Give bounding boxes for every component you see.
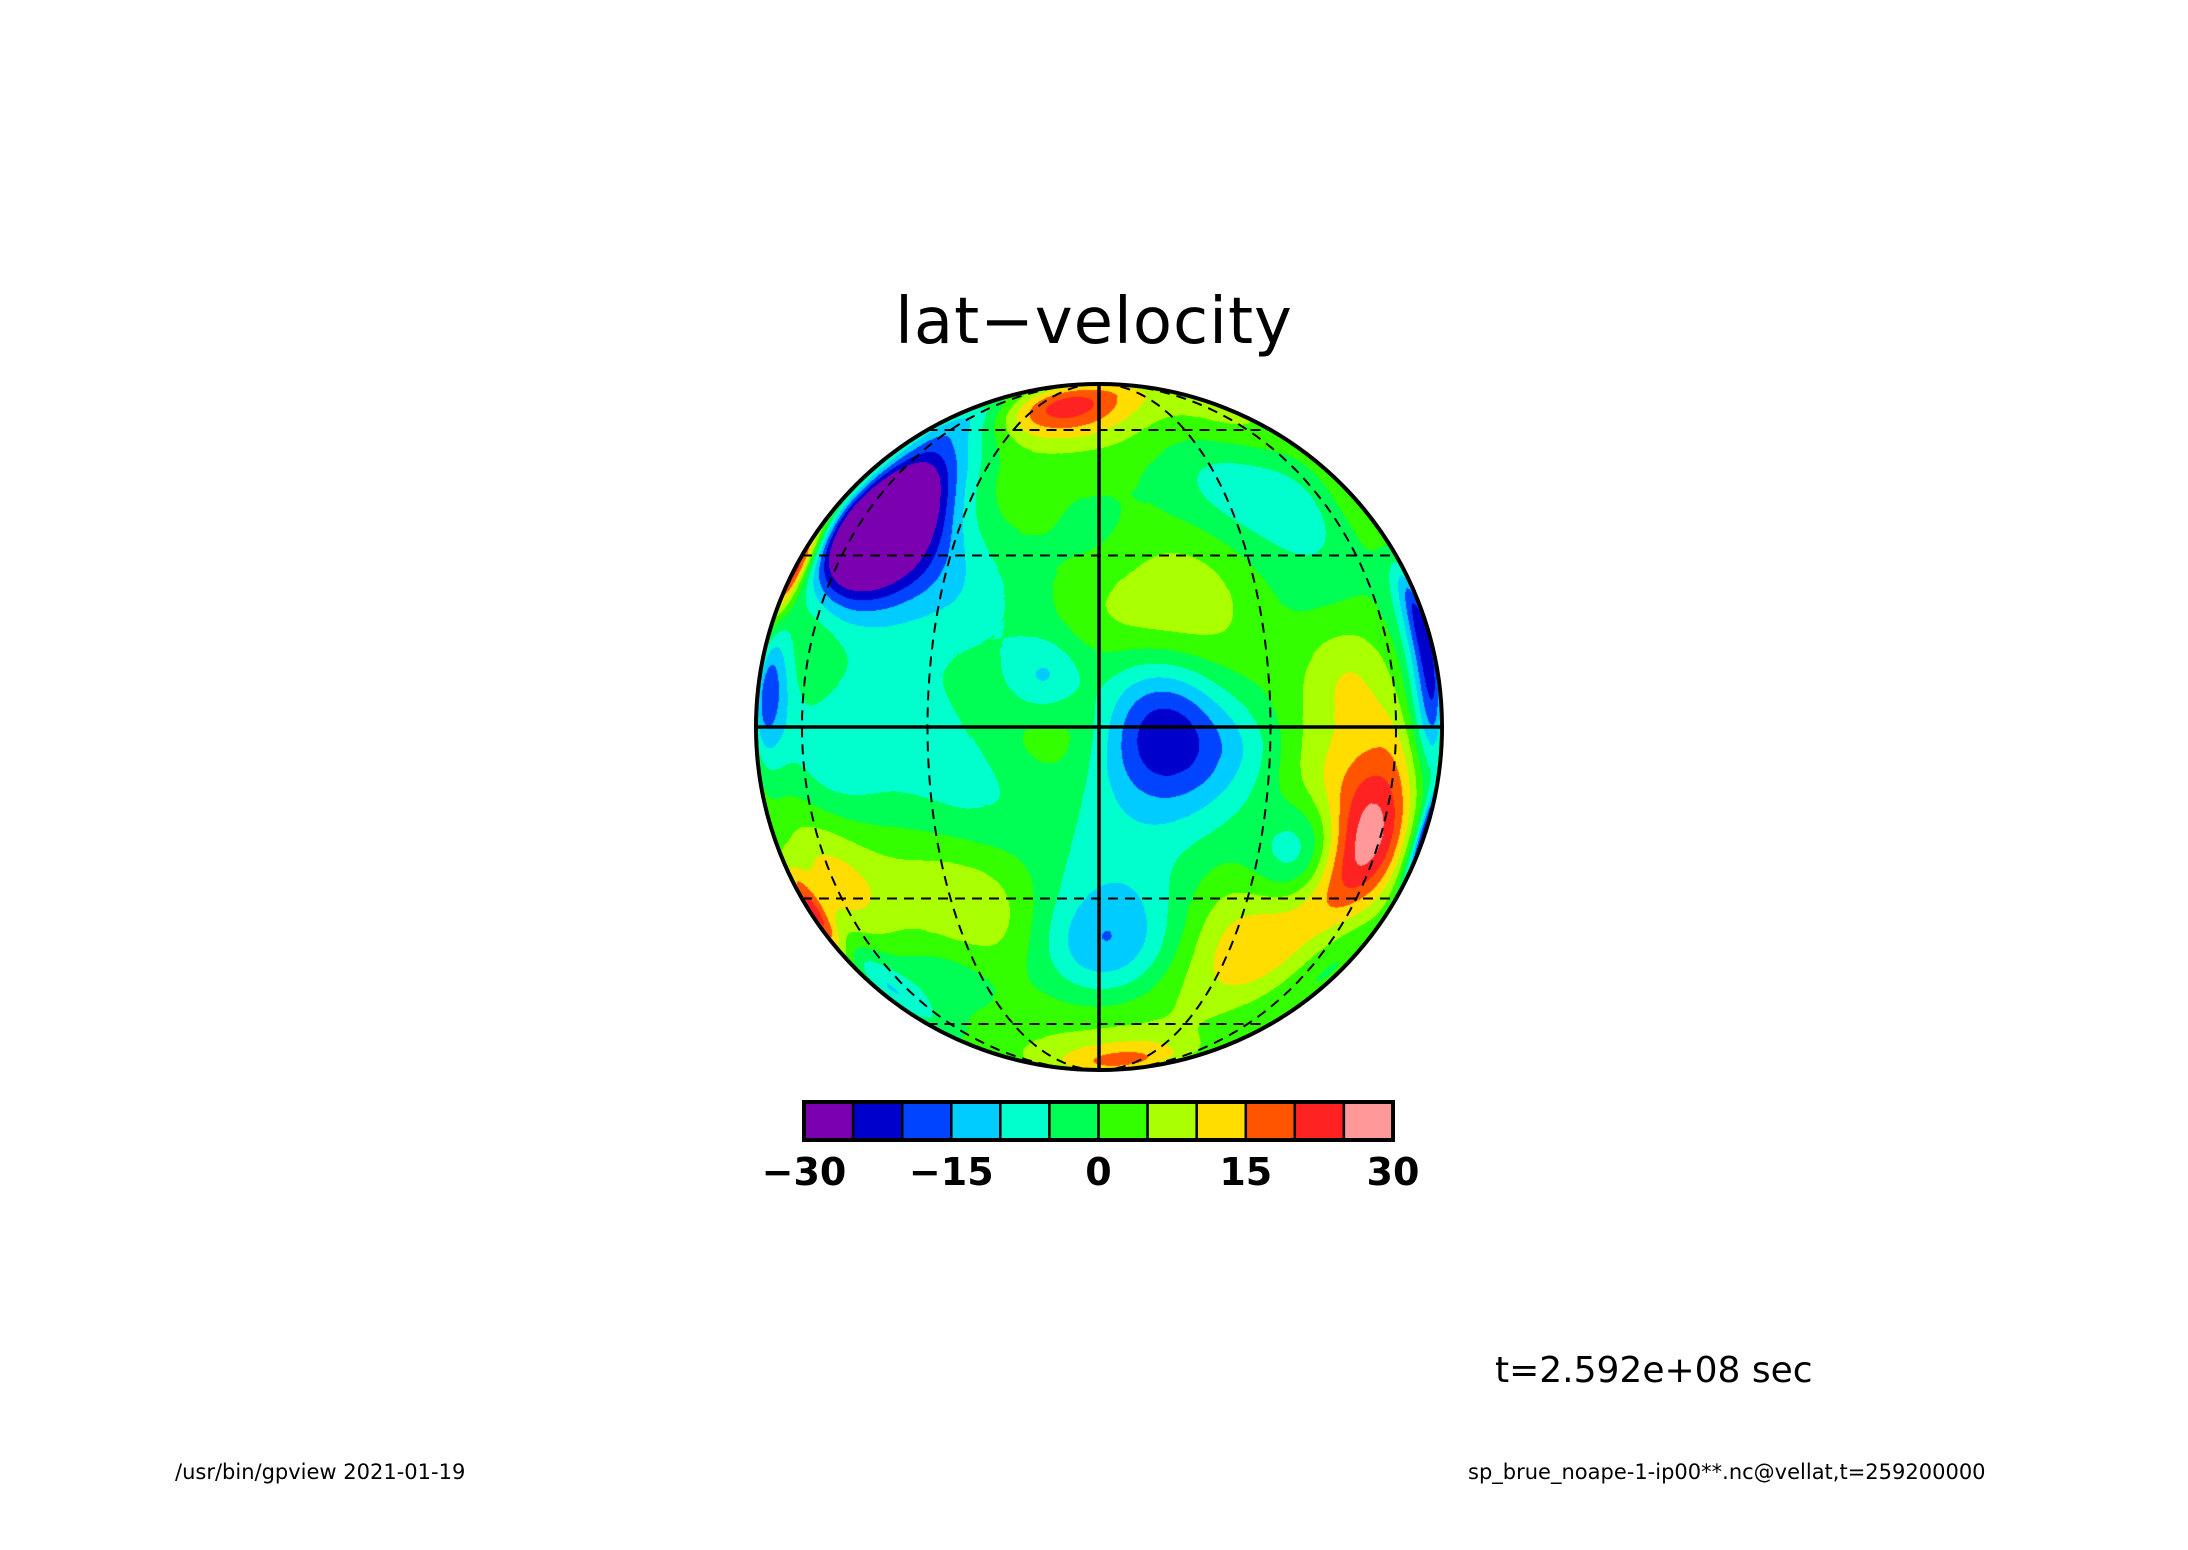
footer-data-source: sp_brue_noape-1-ip00**.nc@vellat,t=25920…: [1468, 1460, 1986, 1484]
colorbar-swatch: [950, 1100, 1002, 1142]
colorbar-swatch: [1048, 1100, 1100, 1142]
colorbar-swatch: [1195, 1100, 1248, 1142]
footer-program-date: /usr/bin/gpview 2021-01-19: [175, 1460, 466, 1484]
colorbar: [802, 1100, 1395, 1142]
colorbar-tick-label: −15: [908, 1150, 994, 1194]
colorbar-tick-label: 30: [1366, 1150, 1420, 1194]
meridian-line: [1098, 383, 1398, 1071]
colorbar-frame: [802, 1100, 1395, 1142]
colorbar-swatch: [1097, 1100, 1149, 1142]
colorbar-tick-label: −30: [761, 1150, 847, 1194]
colorbar-swatch: [999, 1100, 1051, 1142]
colorbar-swatch: [1342, 1100, 1395, 1142]
meridian-line: [800, 383, 1100, 1071]
colorbar-swatch: [851, 1100, 904, 1142]
colorbar-swatch: [802, 1100, 855, 1142]
colorbar-swatch: [900, 1100, 953, 1142]
colorbar-tick-label: 15: [1219, 1150, 1273, 1194]
colorbar-tick-label: 0: [1085, 1150, 1112, 1194]
time-label: t=2.592e+08 sec: [1495, 1350, 1813, 1391]
chart-title: lat−velocity: [895, 285, 1293, 359]
colorbar-swatch: [1244, 1100, 1297, 1142]
globe: [754, 382, 1444, 1072]
colorbar-swatch: [1146, 1100, 1198, 1142]
globe-outline: [754, 382, 1444, 1072]
colorbar-swatch: [1293, 1100, 1346, 1142]
